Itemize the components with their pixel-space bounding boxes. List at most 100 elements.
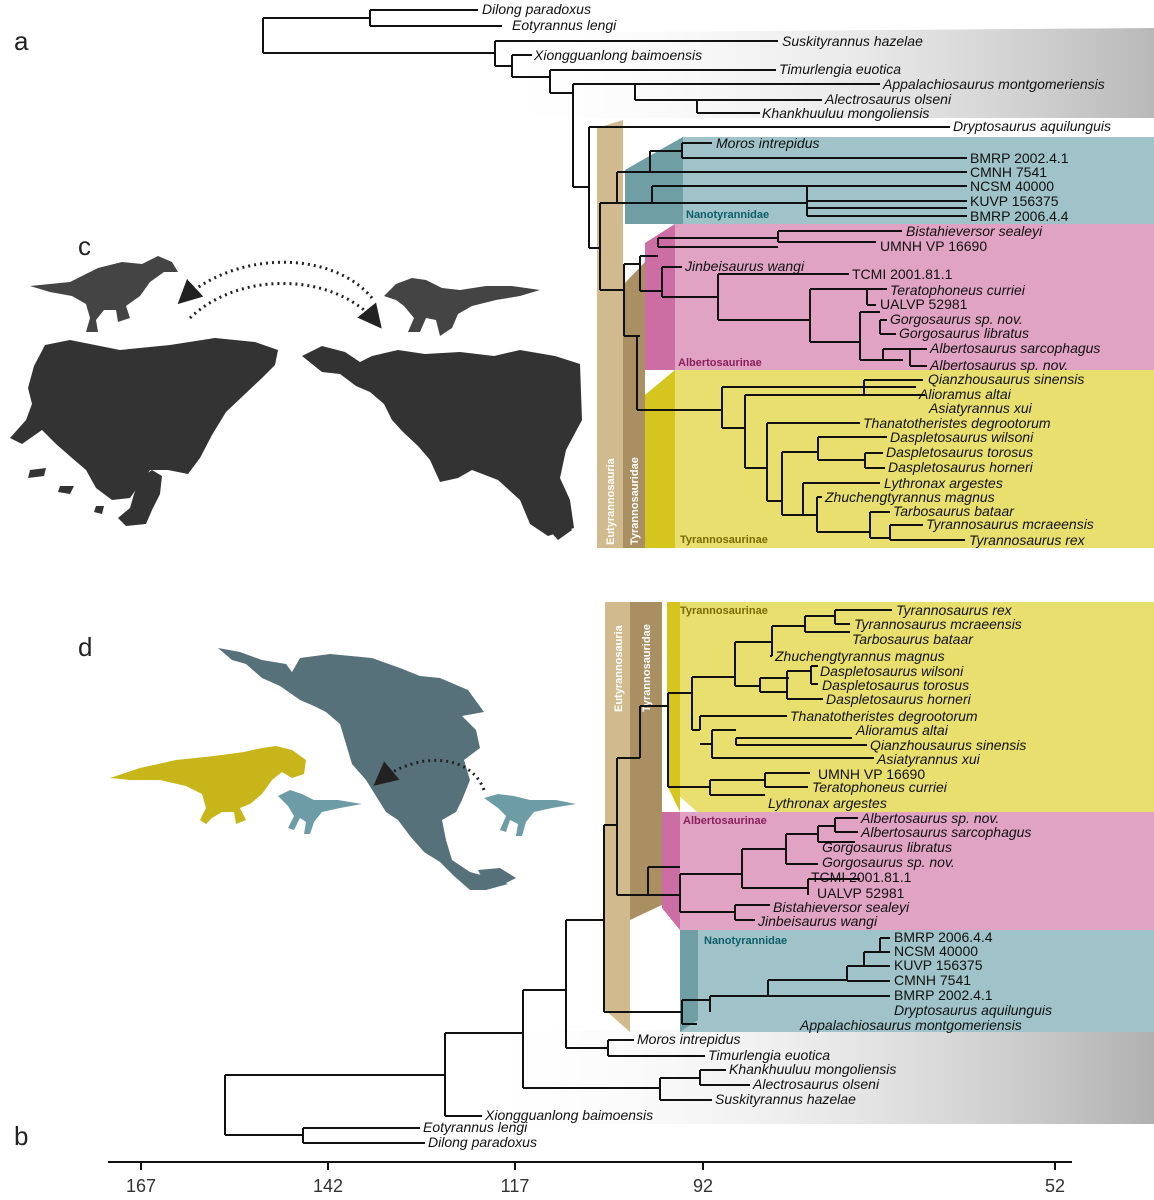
clade-label-tyrannosauridae-b: Tyrannosauridae <box>641 624 653 712</box>
clade-label-nanotyrannidae-a: Nanotyrannidae <box>686 209 769 221</box>
taxon-label-a: Gorgosaurus libratus <box>899 325 1029 341</box>
taxon-label-a: NCSM 40000 <box>970 178 1054 194</box>
axis-tick-label: 167 <box>126 1176 156 1196</box>
albertosaurinae-dark-a <box>645 224 675 370</box>
island-c <box>58 486 74 494</box>
tyrannosauridae-bar-a <box>623 262 645 548</box>
taxon-label-a: Timurlengia euotica <box>779 61 901 77</box>
taxon-label-a: Daspletosaurus torosus <box>886 444 1033 460</box>
axis-tick-label: 142 <box>313 1176 343 1196</box>
tyrannosaurinae-box-b <box>667 602 1154 812</box>
taxon-label-a: Alioramus altai <box>918 386 1012 402</box>
clade-label-albertosaurinae-a: Albertosaurinae <box>678 357 762 369</box>
taxon-label-b: Timurlengia euotica <box>708 1047 830 1063</box>
taxon-label-b: UMNH VP 16690 <box>818 766 925 782</box>
taxon-label-a: Dryptosaurus aquilunguis <box>953 118 1111 134</box>
clade-label-tyrannosaurinae-a: Tyrannosaurinae <box>680 534 768 546</box>
clade-label-eutyrannosauria-a: Eutyrannosauria <box>605 457 617 545</box>
clade-label-albertosaurinae-b: Albertosaurinae <box>683 815 767 827</box>
dino-silhouette-d-large <box>110 746 306 824</box>
taxon-label-b: Moros intrepidus <box>637 1031 741 1047</box>
taxon-label-b: Lythronax argestes <box>768 795 887 811</box>
time-axis: 167 142 117 92 52 <box>108 1161 1072 1196</box>
taxon-label-b: Appalachiosaurus montgomeriensis <box>799 1017 1022 1033</box>
taxon-label-a: Tyrannosaurus mcraeensis <box>926 516 1094 532</box>
taxon-label-b: Bistahieversor sealeyi <box>773 899 910 915</box>
dispersal-arrow-c-upper <box>177 260 374 305</box>
taxon-label-b: Dryptosaurus aquilunguis <box>894 1002 1052 1018</box>
taxon-label-b: Albertosaurus sp. nov. <box>860 810 999 826</box>
taxon-label-a: Thanatotheristes degrootorum <box>863 415 1051 431</box>
taxon-label-b: CMNH 7541 <box>894 972 971 988</box>
axis-tick-label: 117 <box>501 1176 530 1196</box>
taxon-label-a: Eotyrannus lengi <box>512 17 617 33</box>
taxon-label-b: BMRP 2002.4.1 <box>894 987 993 1003</box>
taxon-label-b: Tyrannosaurus rex <box>896 602 1013 618</box>
taxon-label-a: Xiongguanlong baimoensis <box>533 47 702 63</box>
panel-c <box>10 338 582 540</box>
dino-silhouette-c-right <box>384 278 540 336</box>
albertosaurinae-dark-b <box>662 812 680 930</box>
taxon-label-b: Zhuchengtyrannus magnus <box>774 648 945 664</box>
taxon-label-a: KUVP 156375 <box>970 193 1059 209</box>
island-c <box>94 506 104 514</box>
basal-shading-a <box>480 28 1154 118</box>
taxon-label-b: Thanatotheristes degrootorum <box>790 708 978 724</box>
dispersal-arrow-c-lower <box>188 282 382 329</box>
taxon-label-a: Alectrosaurus olseni <box>824 91 952 107</box>
taxon-label-a: Qianzhousaurus sinensis <box>928 371 1084 387</box>
taxon-label-a: Jinbeisaurus wangi <box>684 258 805 274</box>
dino-silhouette-c-left <box>30 256 178 332</box>
taxon-label-a: Zhuchengtyrannus magnus <box>824 489 995 505</box>
clade-label-eutyrannosauria-b: Eutyrannosauria <box>613 624 625 712</box>
taxon-label-b: Tyrannosaurus mcraeensis <box>854 616 1022 632</box>
taxon-label-b: Daspletosaurus torosus <box>822 677 969 693</box>
tree-b-edges <box>224 609 892 1144</box>
taxon-label-a: Moros intrepidus <box>716 135 820 151</box>
nanotyrannidae-dark-b <box>680 930 698 1032</box>
taxon-label-a: Appalachiosaurus montgomeriensis <box>882 76 1105 92</box>
taxon-label-b: Daspletosaurus horneri <box>826 691 972 707</box>
taxon-label-a: UMNH VP 16690 <box>880 238 987 254</box>
taxon-label-b: KUVP 156375 <box>894 957 983 973</box>
taxon-label-a: Albertosaurus sarcophagus <box>929 340 1100 356</box>
taxon-label-b: Qianzhousaurus sinensis <box>870 737 1026 753</box>
panel-label-b: b <box>14 1121 28 1151</box>
taxon-label-a: Albertosaurus sp. nov. <box>929 357 1068 373</box>
taxon-label-b: Gorgosaurus libratus <box>822 839 952 855</box>
albertosaurinae-box-a <box>645 224 1154 370</box>
taxon-label-a: Lythronax argestes <box>884 475 1003 491</box>
taxon-label-b: Teratophoneus curriei <box>812 779 948 795</box>
taxon-label-a: Gorgosaurus sp. nov. <box>890 311 1023 327</box>
taxon-label-a: Khankhuuluu mongoliensis <box>762 105 929 121</box>
taxon-label-b: Asiatyrannus xui <box>876 751 981 767</box>
taxon-label-b: TCMI 2001.81.1 <box>811 869 912 885</box>
tyrannosaurinae-dark-b <box>667 602 680 812</box>
taxon-label-a: Tarbosaurus bataar <box>893 503 1015 519</box>
north-america-map-c <box>10 338 278 500</box>
clade-label-nanotyrannidae-b: Nanotyrannidae <box>704 935 787 947</box>
taxon-label-a: Daspletosaurus wilsoni <box>890 429 1034 445</box>
panel-label-d: d <box>78 632 92 662</box>
taxon-label-b: Alectrosaurus olseni <box>752 1076 880 1092</box>
peninsula-d <box>478 868 516 886</box>
taxon-label-a: Teratophoneus curriei <box>890 282 1026 298</box>
taxon-label-b: Xiongguanlong baimoensis <box>484 1107 653 1123</box>
taxon-label-a: BMRP 2002.4.1 <box>970 150 1069 166</box>
taxon-label-b: Daspletosaurus wilsoni <box>820 663 964 679</box>
taxon-label-b: Suskityrannus hazelae <box>715 1091 856 1107</box>
dino-silhouette-d-small-left <box>278 790 362 834</box>
taxon-label-b: Alioramus altai <box>855 722 949 738</box>
basal-shading-b <box>460 1030 1154 1124</box>
taxon-label-b: Dilong paradoxus <box>428 1134 537 1150</box>
axis-tick-label: 92 <box>693 1176 713 1196</box>
taxon-label-a: Tyrannosaurus rex <box>969 532 1086 548</box>
asia-peninsula-c <box>540 514 572 540</box>
taxon-label-a: BMRP 2006.4.4 <box>970 208 1069 224</box>
asia-map-c <box>302 346 582 536</box>
nanotyrannidae-box-b <box>680 930 1154 1032</box>
taxon-label-b: UALVP 52981 <box>817 885 905 901</box>
tyrannosaurinae-dark-a <box>645 370 675 548</box>
taxon-label-b: Jinbeisaurus wangi <box>757 913 878 929</box>
